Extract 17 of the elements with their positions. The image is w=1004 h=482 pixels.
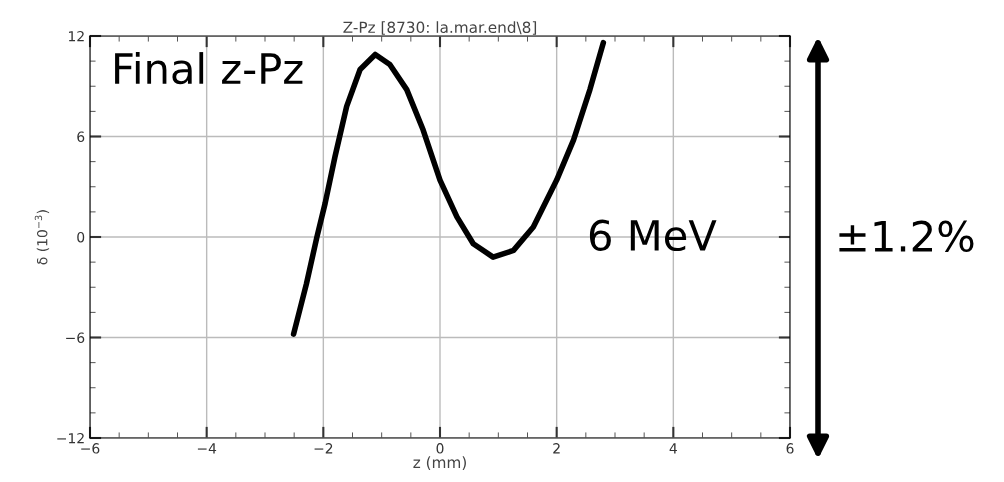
y-tick-label: −6 — [66, 332, 85, 343]
x-axis-title: z (mm) — [413, 456, 466, 470]
y-tick-label: 0 — [77, 231, 85, 243]
chart-title: Z-Pz [8730: la.mar.end\8] — [343, 21, 537, 35]
annotation: 6 MeV — [589, 219, 717, 252]
x-tick-label: −4 — [197, 443, 217, 454]
x-tick-label: −2 — [314, 443, 333, 454]
y-axis-title: δ (10$^{−3}$) — [34, 210, 50, 265]
x-tick-label: 2 — [553, 443, 560, 454]
x-tick-label: 4 — [669, 443, 677, 454]
y-tick-label: 12 — [68, 30, 84, 42]
y-tick-label: 6 — [77, 131, 85, 142]
y-tick-label: −12 — [57, 432, 84, 444]
text: ±1.2% — [839, 220, 974, 253]
x-tick-label: 6 — [786, 443, 794, 454]
x-tick-label: 0 — [436, 443, 444, 454]
annotation: Final z-Pz — [115, 52, 303, 85]
